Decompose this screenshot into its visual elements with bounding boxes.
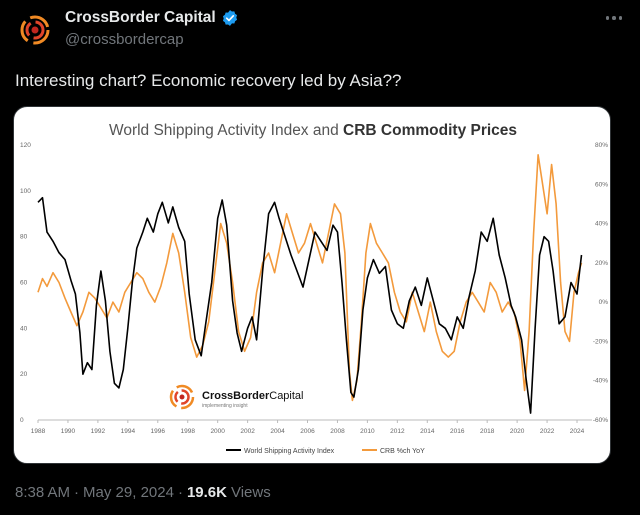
y-right-tick-label: 60% xyxy=(595,181,608,188)
x-tick-label: 2000 xyxy=(210,428,225,435)
chart-logo-text: CrossBorderCapital xyxy=(202,390,304,402)
views-label: Views xyxy=(230,484,271,501)
display-name[interactable]: CrossBorder Capital xyxy=(65,9,216,26)
x-tick-label: 2018 xyxy=(480,428,495,435)
avatar[interactable] xyxy=(15,10,55,50)
y-right-tick-label: 20% xyxy=(595,260,608,267)
tweet-text: Interesting chart? Economic recovery led… xyxy=(15,71,402,90)
meta-separator-2: · xyxy=(177,484,183,501)
y-right-tick-label: -40% xyxy=(593,378,608,385)
chart-logo-icon xyxy=(169,384,195,410)
author-name-row[interactable]: CrossBorder Capital xyxy=(65,9,239,27)
legend-label-crb: CRB %ch YoY xyxy=(380,448,425,455)
chart-legend: World Shipping Activity Index CRB %ch Yo… xyxy=(226,448,425,455)
chart-svg: World Shipping Activity Index and CRB Co… xyxy=(20,122,609,455)
series-line-shipping-index xyxy=(37,196,583,414)
x-tick-label: 2006 xyxy=(300,428,315,435)
more-options-icon[interactable] xyxy=(605,10,622,26)
tweet-meta: 8:38 AM · May 29, 2024 · 19.6K Views xyxy=(15,484,271,501)
avatar-logo-icon xyxy=(15,10,55,50)
y-right-tick-label: 80% xyxy=(595,142,608,149)
y-left-tick-label: 100 xyxy=(20,188,31,195)
x-tick-label: 1992 xyxy=(91,428,106,435)
tweet-date[interactable]: May 29, 2024 xyxy=(83,484,174,501)
legend-label-shipping: World Shipping Activity Index xyxy=(244,448,335,455)
tweet-media-chart[interactable]: World Shipping Activity Index and CRB Co… xyxy=(13,106,611,464)
chart-logo: CrossBorderCapital implementing insight xyxy=(169,384,304,410)
x-tick-label: 1990 xyxy=(61,428,76,435)
x-tick-label: 2002 xyxy=(240,428,255,435)
meta-separator: · xyxy=(74,484,80,501)
x-tick-label: 2016 xyxy=(450,428,465,435)
x-tick-label: 1988 xyxy=(31,428,46,435)
y-right-tick-label: -20% xyxy=(593,338,608,345)
chart-logo-tagline: implementing insight xyxy=(202,403,248,409)
x-tick-label: 1994 xyxy=(121,428,136,435)
tweet-time[interactable]: 8:38 AM xyxy=(15,484,71,501)
y-right-tick-label: -60% xyxy=(593,417,608,424)
y-right-tick-label: 0% xyxy=(599,299,609,306)
x-tick-label: 2008 xyxy=(330,428,345,435)
x-tick-label: 2024 xyxy=(570,428,585,435)
x-tick-label: 2012 xyxy=(390,428,405,435)
x-tick-label: 2004 xyxy=(270,428,285,435)
handle[interactable]: @crossbordercap xyxy=(65,31,184,48)
chart-title-bold: CRB Commodity Prices xyxy=(343,122,517,139)
chart-title: World Shipping Activity Index and CRB Co… xyxy=(109,122,517,139)
y-left-tick-label: 40 xyxy=(20,325,28,332)
x-tick-label: 2014 xyxy=(420,428,435,435)
y-left-tick-label: 120 xyxy=(20,142,31,149)
chart-logo-text-bold: CrossBorder xyxy=(202,390,270,402)
y-right-tick-label: 40% xyxy=(595,221,608,228)
chart-title-prefix: World Shipping Activity Index and xyxy=(109,122,343,139)
y-left-tick-label: 0 xyxy=(20,417,24,424)
x-tick-label: 1996 xyxy=(151,428,166,435)
series-line-crb xyxy=(37,153,583,402)
x-tick-label: 1998 xyxy=(180,428,195,435)
x-tick-label: 2020 xyxy=(510,428,525,435)
y-left-tick-label: 20 xyxy=(20,371,28,378)
x-tick-label: 2010 xyxy=(360,428,375,435)
views-count: 19.6K xyxy=(186,484,227,501)
y-left-tick-label: 60 xyxy=(20,280,28,287)
chart-logo-text-light: Capital xyxy=(269,390,303,402)
verified-badge-icon[interactable] xyxy=(221,9,239,27)
x-tick-label: 2022 xyxy=(540,428,555,435)
y-left-tick-label: 80 xyxy=(20,234,28,241)
